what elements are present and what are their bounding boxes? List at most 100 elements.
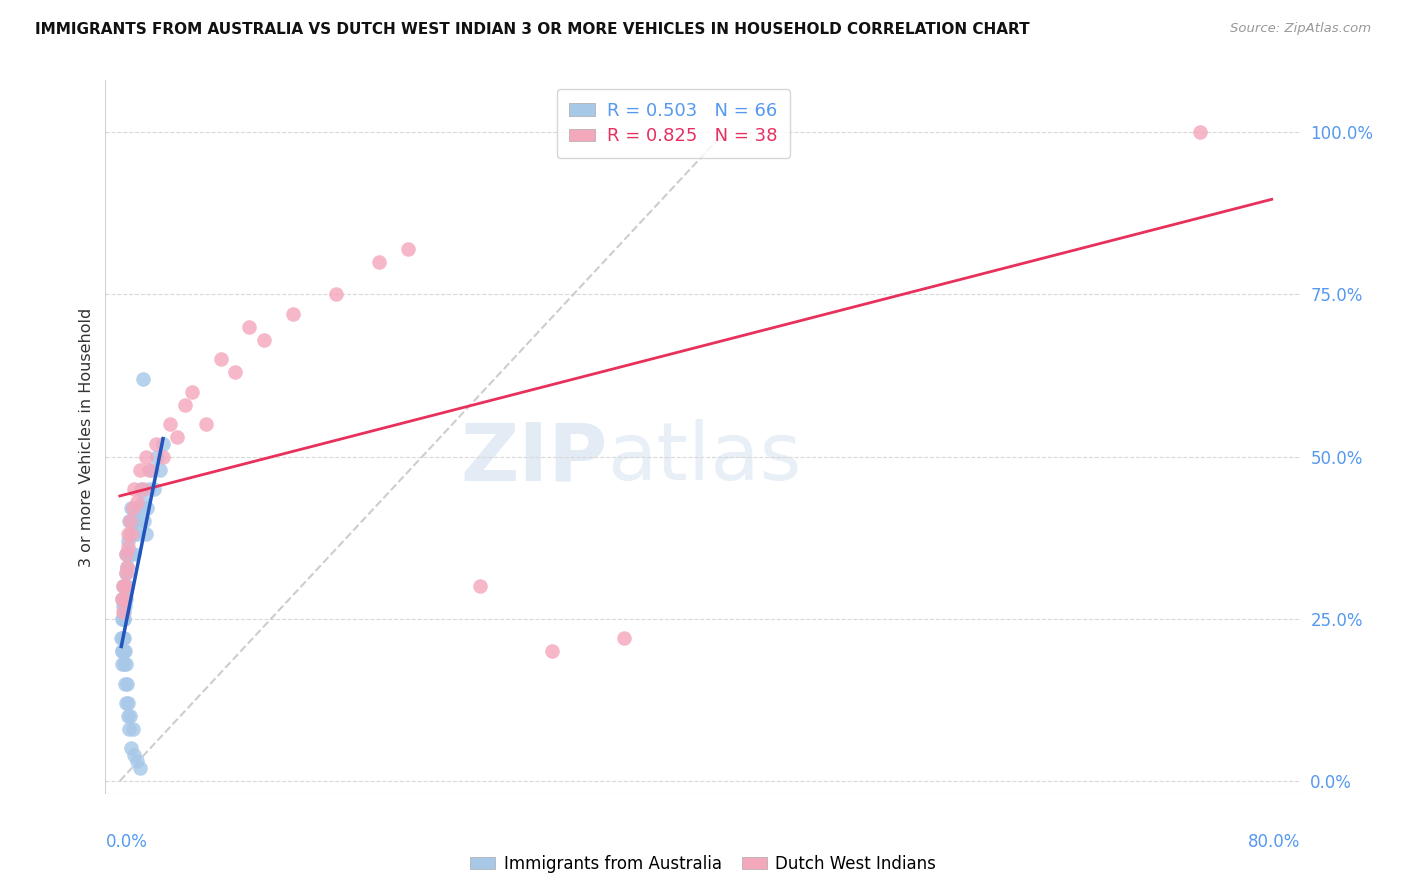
Point: [122, 515, 145, 529]
Point: [117, 547, 139, 561]
Point: [120, 741, 142, 756]
Point: [111, 631, 134, 645]
Point: [110, 644, 132, 658]
Point: [121, 527, 143, 541]
Point: [135, 450, 157, 464]
Point: [112, 605, 135, 619]
Point: [111, 592, 134, 607]
Point: [121, 515, 143, 529]
Point: [115, 559, 138, 574]
Point: [115, 547, 138, 561]
Point: [115, 696, 138, 710]
Point: [540, 644, 562, 658]
Point: [127, 755, 149, 769]
Point: [114, 676, 136, 690]
Point: [132, 372, 155, 386]
Point: [131, 482, 153, 496]
Point: [114, 566, 136, 581]
Point: [121, 501, 143, 516]
Point: [117, 527, 139, 541]
Point: [117, 696, 139, 710]
Point: [110, 631, 132, 645]
Point: [132, 482, 155, 496]
Point: [114, 566, 136, 581]
Point: [128, 515, 150, 529]
Point: [180, 384, 202, 399]
Point: [112, 631, 135, 645]
Text: atlas: atlas: [607, 419, 801, 498]
Point: [114, 579, 136, 593]
Point: [136, 501, 159, 516]
Point: [281, 307, 304, 321]
Point: [468, 579, 491, 593]
Point: [325, 287, 347, 301]
Point: [125, 501, 148, 516]
Point: [121, 722, 143, 736]
Text: ZIP: ZIP: [460, 419, 607, 498]
Point: [112, 631, 135, 645]
Point: [159, 417, 181, 431]
Point: [117, 709, 139, 723]
Point: [111, 612, 134, 626]
Point: [209, 352, 232, 367]
Point: [173, 398, 195, 412]
Point: [112, 592, 135, 607]
Point: [120, 527, 142, 541]
Point: [132, 495, 155, 509]
Point: [111, 605, 134, 619]
Text: IMMIGRANTS FROM AUSTRALIA VS DUTCH WEST INDIAN 3 OR MORE VEHICLES IN HOUSEHOLD C: IMMIGRANTS FROM AUSTRALIA VS DUTCH WEST …: [35, 22, 1029, 37]
Point: [111, 612, 134, 626]
Point: [120, 501, 142, 516]
Point: [146, 450, 169, 464]
Point: [111, 631, 134, 645]
Point: [120, 547, 142, 561]
Point: [115, 579, 138, 593]
Point: [138, 482, 160, 496]
Text: 80.0%: 80.0%: [1249, 833, 1301, 851]
Point: [118, 515, 141, 529]
Point: [122, 547, 145, 561]
Point: [122, 747, 145, 762]
Point: [112, 644, 135, 658]
Point: [129, 761, 152, 775]
Point: [111, 657, 134, 672]
Point: [118, 527, 141, 541]
Point: [396, 242, 419, 256]
Point: [112, 599, 135, 613]
Legend: R = 0.503   N = 66, R = 0.825   N = 38: R = 0.503 N = 66, R = 0.825 N = 38: [557, 89, 790, 158]
Point: [122, 482, 145, 496]
Point: [117, 541, 139, 555]
Point: [114, 657, 136, 672]
Point: [127, 495, 149, 509]
Point: [166, 430, 188, 444]
Point: [135, 527, 157, 541]
Point: [224, 365, 246, 379]
Point: [127, 527, 149, 541]
Point: [138, 462, 160, 476]
Point: [129, 462, 152, 476]
Point: [368, 255, 391, 269]
Y-axis label: 3 or more Vehicles in Household: 3 or more Vehicles in Household: [79, 308, 94, 566]
Point: [117, 533, 139, 548]
Point: [253, 333, 276, 347]
Point: [134, 515, 156, 529]
Text: 0.0%: 0.0%: [105, 833, 148, 851]
Text: Source: ZipAtlas.com: Source: ZipAtlas.com: [1230, 22, 1371, 36]
Point: [152, 450, 174, 464]
Point: [114, 644, 136, 658]
Point: [613, 631, 636, 645]
Legend: Immigrants from Australia, Dutch West Indians: Immigrants from Australia, Dutch West In…: [464, 848, 942, 880]
Point: [118, 515, 141, 529]
Point: [115, 676, 138, 690]
Point: [112, 592, 135, 607]
Point: [112, 612, 135, 626]
Point: [141, 462, 163, 476]
Point: [118, 722, 141, 736]
Point: [112, 579, 135, 593]
Point: [195, 417, 218, 431]
Point: [115, 559, 138, 574]
Point: [152, 436, 174, 450]
Point: [238, 319, 260, 334]
Point: [111, 644, 134, 658]
Point: [118, 709, 141, 723]
